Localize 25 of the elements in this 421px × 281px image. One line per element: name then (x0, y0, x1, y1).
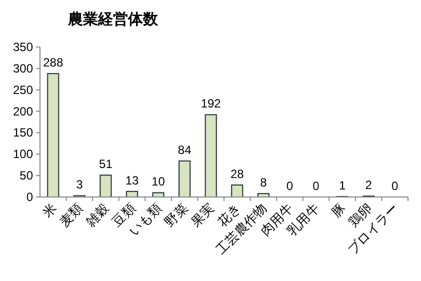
x-tick-label: 豚 (328, 200, 348, 220)
y-tick-label: 350 (12, 40, 34, 54)
data-label: 3 (76, 178, 84, 192)
y-tick-label: 0 (26, 190, 34, 204)
data-label: 0 (286, 179, 294, 193)
data-label: 51 (99, 157, 113, 172)
y-tick-label: 100 (12, 147, 34, 162)
y-tick-label: 250 (12, 82, 34, 97)
data-label: 2 (365, 178, 372, 192)
data-label: 288 (43, 56, 64, 70)
data-label: 8 (260, 176, 268, 190)
data-label: 0 (392, 179, 399, 193)
data-label: 0 (312, 179, 320, 193)
data-label: 10 (152, 174, 166, 189)
y-tick-label: 50 (20, 168, 34, 183)
data-label: 13 (125, 173, 139, 188)
x-tick-label: 米 (39, 200, 60, 220)
y-tick-label: 300 (12, 61, 34, 76)
y-tick-label: 150 (12, 126, 34, 140)
data-label: 84 (178, 143, 192, 157)
data-label: 1 (338, 178, 346, 193)
data-label: 192 (200, 96, 222, 111)
data-label: 28 (230, 167, 244, 181)
y-tick-label: 200 (12, 104, 34, 118)
chart-title: 農業経営体数 (67, 11, 159, 28)
